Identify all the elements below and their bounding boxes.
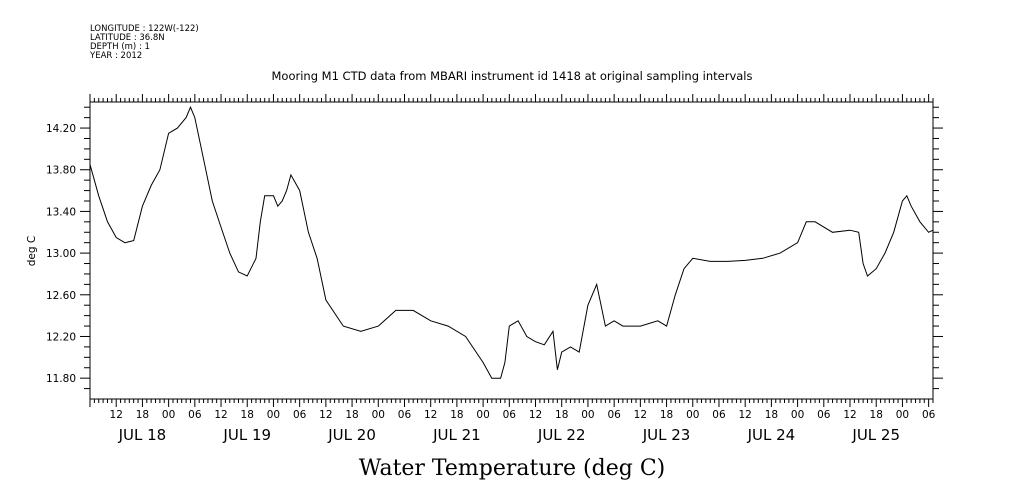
x-hour-label: 06 bbox=[503, 409, 517, 421]
x-hour-label: 00 bbox=[372, 409, 385, 421]
x-day-label: JUL 23 bbox=[642, 426, 691, 444]
x-day-label: JUL 20 bbox=[327, 426, 376, 444]
metadata-header: LONGITUDE : 122W(-122) LATITUDE : 36.8N … bbox=[89, 24, 199, 61]
series-group bbox=[89, 105, 934, 379]
chart-title: Mooring M1 CTD data from MBARI instrumen… bbox=[272, 69, 753, 83]
header-year: YEAR : 2012 bbox=[89, 51, 142, 61]
x-hour-label: 12 bbox=[214, 409, 227, 421]
x-hour-label: 06 bbox=[293, 409, 307, 421]
x-day-label: JUL 19 bbox=[222, 426, 271, 444]
x-hour-label: 00 bbox=[791, 409, 804, 421]
y-tick-label: 14.20 bbox=[46, 123, 76, 135]
x-hour-label: 18 bbox=[765, 409, 778, 421]
plot-frame bbox=[89, 101, 934, 400]
x-hour-label: 18 bbox=[555, 409, 568, 421]
x-hour-label: 18 bbox=[450, 409, 463, 421]
x-day-label: JUL 22 bbox=[537, 426, 586, 444]
x-hour-label: 06 bbox=[922, 409, 936, 421]
x-hour-label: 06 bbox=[398, 409, 412, 421]
x-hour-label: 06 bbox=[188, 409, 202, 421]
x-hour-label: 12 bbox=[529, 409, 542, 421]
x-hour-label: 00 bbox=[686, 409, 699, 421]
x-hour-label: 18 bbox=[870, 409, 883, 421]
x-axis-title: Water Temperature (deg C) bbox=[359, 456, 666, 481]
x-tick-labels: 12 18 00 06 12 18 00 06 12 18 00 06 12 18 00 06 12 18 00 06… bbox=[110, 409, 936, 444]
y-tick-label: 13.80 bbox=[46, 165, 76, 177]
header-depth: DEPTH (m) : 1 bbox=[90, 42, 150, 52]
x-day-label: JUL 25 bbox=[851, 426, 900, 444]
x-hour-label: 12 bbox=[319, 409, 332, 421]
y-tick-label: 12.60 bbox=[46, 290, 76, 302]
x-hour-label: 06 bbox=[607, 409, 621, 421]
y-tick-labels: 11.80 12.20 12.60 13.00 13.40 13.80 14.20 bbox=[46, 123, 76, 385]
x-hour-label: 12 bbox=[110, 409, 123, 421]
x-hour-label: 00 bbox=[476, 409, 489, 421]
x-hour-label: 12 bbox=[424, 409, 437, 421]
x-hour-label: 12 bbox=[843, 409, 856, 421]
x-hour-label: 00 bbox=[581, 409, 594, 421]
header-longitude: LONGITUDE : 122W(-122) bbox=[90, 24, 199, 34]
water-temperature-line bbox=[89, 105, 934, 379]
x-hour-label: 00 bbox=[162, 409, 175, 421]
y-axis-label: deg C bbox=[26, 236, 38, 266]
x-hour-label: 12 bbox=[634, 409, 647, 421]
x-hour-label: 12 bbox=[738, 409, 751, 421]
x-hour-label: 06 bbox=[817, 409, 831, 421]
x-day-label: JUL 24 bbox=[747, 426, 796, 444]
x-day-label: JUL 18 bbox=[118, 426, 167, 444]
x-hour-label: 18 bbox=[136, 409, 149, 421]
x-hour-label: 18 bbox=[345, 409, 358, 421]
header-latitude: LATITUDE : 36.8N bbox=[90, 33, 165, 43]
x-day-label: JUL 21 bbox=[432, 426, 481, 444]
y-tick-label: 13.00 bbox=[46, 248, 76, 260]
y-tick-label: 12.20 bbox=[46, 331, 76, 343]
y-tick-label: 13.40 bbox=[46, 206, 76, 218]
x-hour-label: 06 bbox=[712, 409, 726, 421]
axis-ticks bbox=[80, 94, 943, 407]
x-hour-label: 18 bbox=[660, 409, 673, 421]
x-hour-label: 00 bbox=[896, 409, 909, 421]
x-hour-label: 00 bbox=[267, 409, 280, 421]
y-tick-label: 11.80 bbox=[46, 373, 76, 385]
x-hour-label: 18 bbox=[241, 409, 254, 421]
